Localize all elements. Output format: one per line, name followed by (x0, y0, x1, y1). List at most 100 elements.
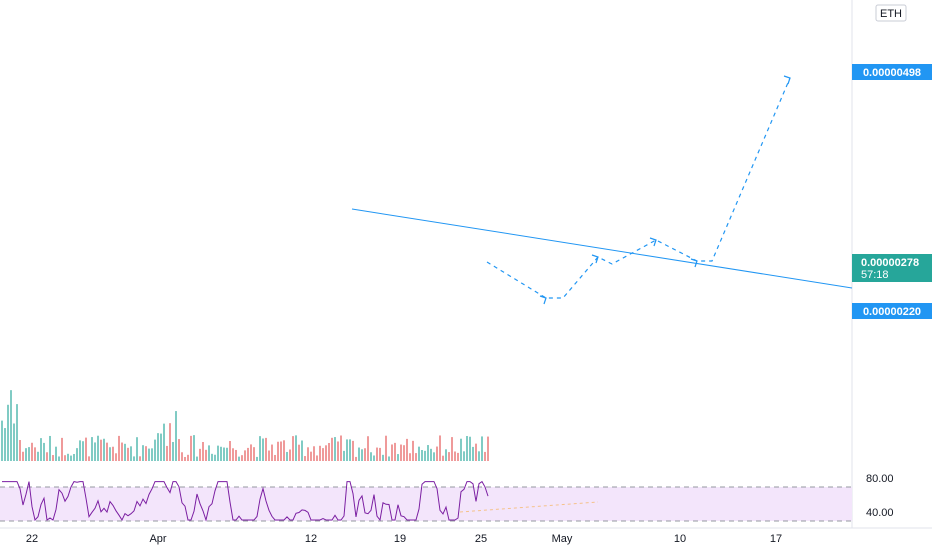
volume-bar (328, 442, 330, 461)
volume-bar (34, 447, 36, 461)
volume-bar (298, 444, 300, 461)
volume-bar (76, 448, 78, 461)
volume-bar (64, 455, 66, 461)
date-axis: 22 Apr 12 19 25 May 10 17 (26, 533, 782, 545)
volume-bar (94, 442, 96, 461)
volume-bar (475, 443, 477, 461)
volume-bar (109, 447, 111, 461)
volume-bar (142, 445, 144, 461)
volume-bar (382, 454, 384, 461)
volume-bar (118, 435, 120, 461)
volume-bar (451, 437, 453, 461)
volume-bar (301, 440, 303, 461)
volume-bar (364, 448, 366, 461)
volume-bar (169, 423, 171, 461)
volume-bar (130, 446, 132, 461)
volume-bar (214, 454, 216, 461)
volume-bar (175, 411, 177, 461)
volume-bar (148, 448, 150, 461)
volume-bar (391, 444, 393, 461)
volume-bar (199, 448, 201, 461)
date-tick-label: 17 (770, 533, 782, 545)
volume-bar (7, 404, 9, 461)
volume-bar (10, 390, 12, 461)
volume-bar (349, 439, 351, 461)
volume-bar (40, 438, 42, 461)
volume-bar (355, 456, 357, 461)
volume-bar (454, 451, 456, 461)
rsi-line (2, 480, 599, 522)
volume-bar (22, 451, 24, 461)
volume-bar (439, 435, 441, 461)
volume-bar (421, 450, 423, 461)
volume-bar (163, 423, 165, 461)
rsi-band (0, 486, 852, 522)
volume-bar (247, 447, 249, 461)
volume-bar (106, 442, 108, 461)
volume-bar (187, 454, 189, 461)
volume-bar (313, 446, 315, 461)
countdown-label: 57:18 (861, 269, 889, 281)
volume-bar (259, 436, 261, 461)
volume-bar (43, 442, 45, 461)
volume-bar (265, 437, 267, 461)
volume-bar (304, 456, 306, 461)
volume-bar (67, 453, 69, 461)
volume-bar (55, 446, 57, 461)
volume-bar (433, 452, 435, 461)
volume-bar (442, 455, 444, 461)
volume-bar (181, 452, 183, 461)
volume-bar (481, 436, 483, 461)
volume-bar (91, 437, 93, 461)
volume-bar (409, 453, 411, 461)
volume-bar (331, 437, 333, 461)
volume-bar (400, 444, 402, 461)
volume-bar (370, 452, 372, 461)
date-tick-label: 22 (26, 533, 38, 545)
volume-bar (286, 451, 288, 461)
volume-bar (16, 404, 18, 461)
volume-bar (310, 451, 312, 461)
volume-bar (160, 433, 162, 461)
volume-bar (190, 435, 192, 461)
volume-bar (289, 449, 291, 461)
volume-bar (136, 437, 138, 461)
volume-bar (319, 445, 321, 461)
volume-bar (61, 437, 63, 461)
current-price-tag: 0.00000278 57:18 (852, 254, 932, 282)
currency-badge[interactable]: ETH (875, 4, 907, 22)
volume-bar (121, 442, 123, 461)
volume-bar (223, 447, 225, 461)
volume-bar (205, 449, 207, 461)
volume-bars (1, 390, 489, 461)
volume-bar (25, 448, 27, 461)
volume-bar (346, 439, 348, 461)
volume-bar (31, 442, 33, 461)
volume-bar (352, 440, 354, 461)
projection-arrowhead (783, 75, 791, 85)
drawings (351, 75, 853, 305)
descending-trendline (351, 208, 853, 289)
date-tick-label: 25 (475, 533, 487, 545)
volume-bar (151, 448, 153, 461)
volume-bar (388, 456, 390, 461)
volume-bar (238, 456, 240, 461)
volume-bar (436, 446, 438, 461)
volume-bar (49, 435, 51, 461)
volume-bar (253, 447, 255, 461)
volume-bar (460, 438, 462, 461)
volume-bar (79, 440, 81, 461)
volume-bar (241, 455, 243, 461)
volume-bar (70, 455, 72, 461)
projection-arrowhead (690, 258, 698, 268)
volume-bar (196, 456, 198, 461)
projection-arrowhead (539, 295, 547, 305)
volume-bar (58, 456, 60, 461)
volume-bar (379, 447, 381, 461)
projected-path (486, 77, 791, 299)
volume-bar (19, 439, 21, 461)
current-price-label: 0.00000278 (861, 257, 919, 269)
volume-bar (415, 453, 417, 461)
projection-arrowhead (591, 254, 599, 264)
